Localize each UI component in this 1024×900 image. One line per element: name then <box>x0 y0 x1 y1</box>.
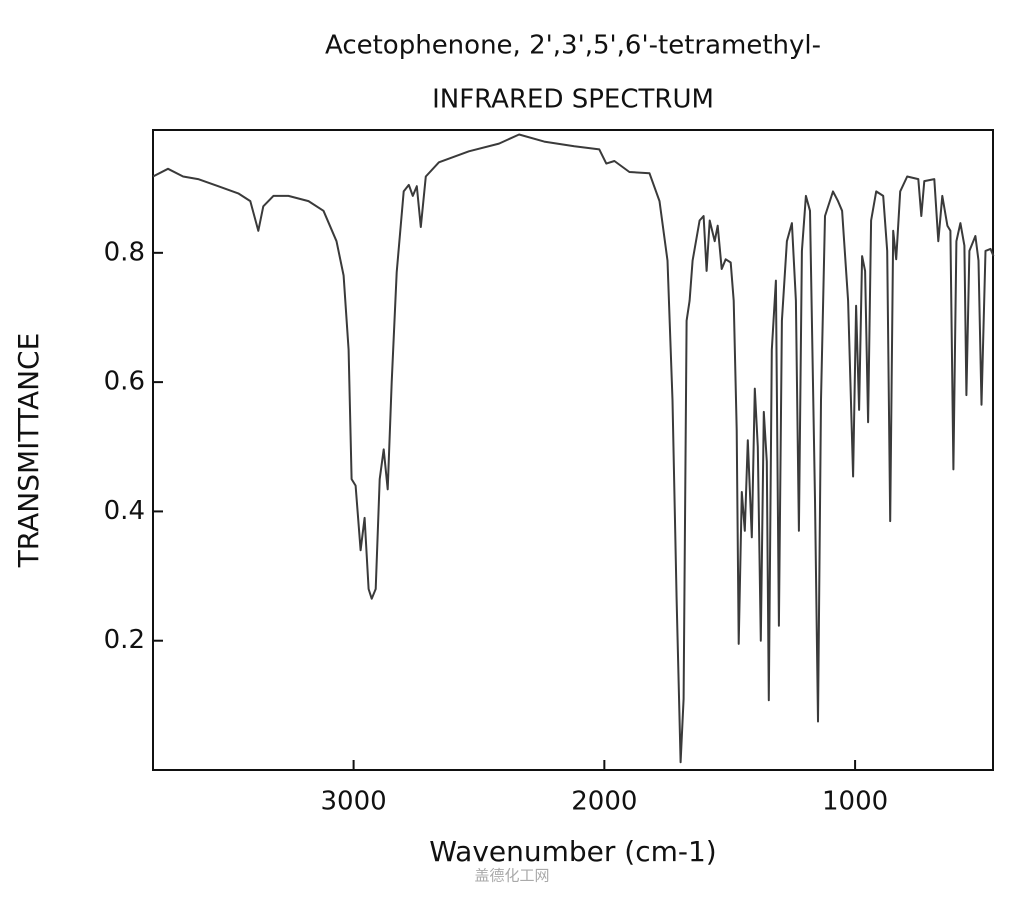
chart-title: Acetophenone, 2',3',5',6'-tetramethyl- <box>325 31 821 61</box>
x-tick-label: 1000 <box>822 787 888 817</box>
x-tick-label: 2000 <box>571 787 637 817</box>
chart-subtitle: INFRARED SPECTRUM <box>432 85 714 115</box>
spectrum-line <box>152 133 995 764</box>
plot-frame <box>152 129 994 771</box>
x-tick-label: 3000 <box>321 787 387 817</box>
y-tick-label: 0.2 <box>104 625 145 655</box>
y-tick-label: 0.8 <box>104 237 145 267</box>
y-tick-label: 0.4 <box>104 496 145 526</box>
y-axis-label: TRANSMITTANCE <box>12 333 45 569</box>
y-tick-label: 0.6 <box>104 367 145 397</box>
watermark: 盖德化工网 <box>474 867 549 885</box>
x-axis-label: Wavenumber (cm-1) <box>429 835 716 868</box>
